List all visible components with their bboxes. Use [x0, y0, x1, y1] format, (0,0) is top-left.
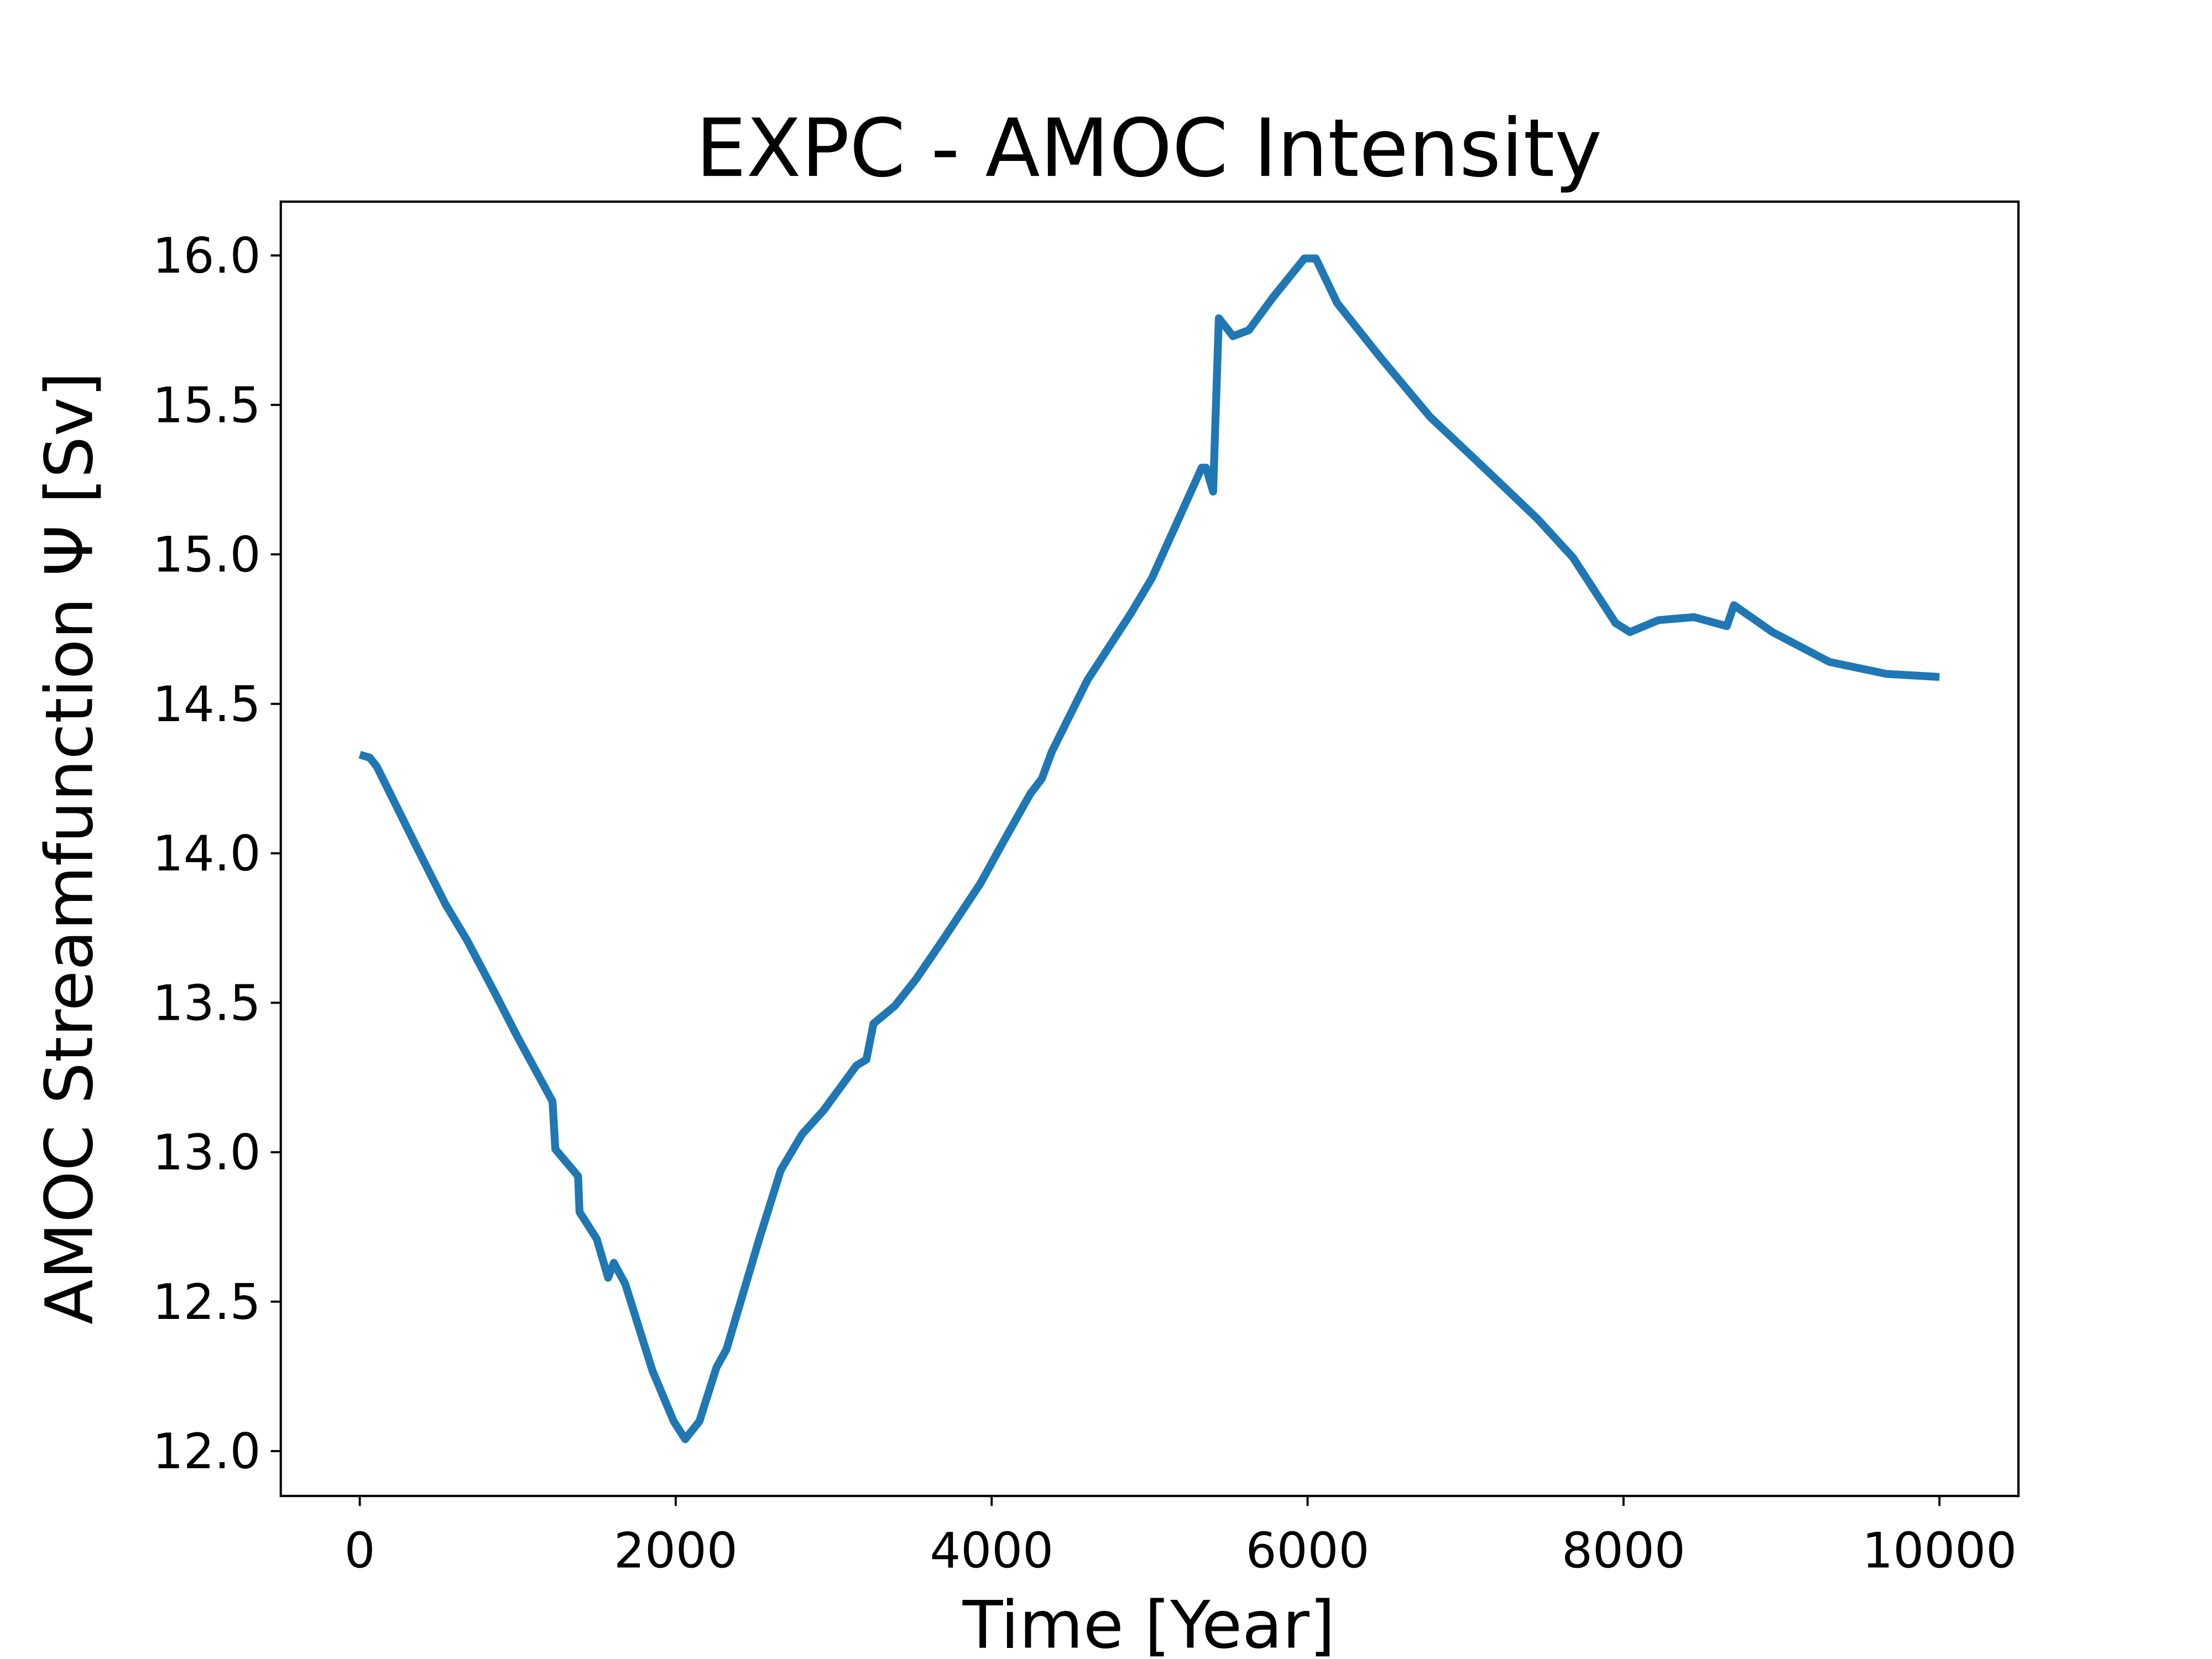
y-tick-label: 13.0 [153, 1124, 261, 1181]
y-tick-label: 15.5 [153, 377, 261, 434]
x-tick-label: 4000 [930, 1522, 1053, 1579]
plot-frame [279, 200, 2020, 1498]
y-tick-label: 15.0 [153, 526, 261, 583]
y-tick-label: 12.0 [153, 1423, 261, 1480]
y-tick-label: 14.5 [153, 676, 261, 733]
y-tick-label: 14.0 [153, 825, 261, 882]
plot-area: 0 2000 4000 6000 8000 10000 12.0 12.5 13.0 13.5 14… [153, 200, 2020, 1579]
x-tick-label: 6000 [1246, 1522, 1370, 1579]
y-tick-label: 12.5 [153, 1274, 261, 1331]
x-tick-label: 2000 [614, 1522, 738, 1579]
x-tick-label: 0 [345, 1522, 375, 1579]
y-axis-label: AMOC Streamfunction Ψ [Sv] [32, 372, 108, 1324]
data-line [358, 254, 1940, 1443]
y-tick-label: 13.5 [153, 974, 261, 1031]
x-tick-label: 10000 [1862, 1522, 2017, 1579]
x-axis-label: Time [Year] [962, 1587, 1335, 1659]
x-tick-label: 8000 [1562, 1522, 1686, 1579]
chart-title: EXPC - AMOC Intensity [696, 102, 1602, 195]
y-tick-label: 16.0 [153, 227, 261, 284]
